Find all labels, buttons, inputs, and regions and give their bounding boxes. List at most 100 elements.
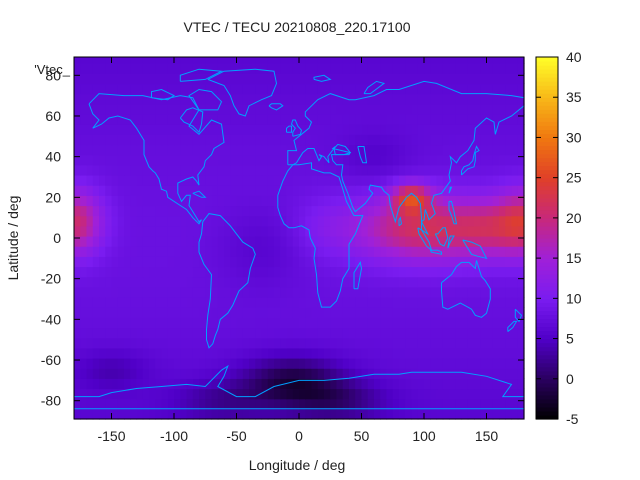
heatmap-cell [442,103,450,115]
heatmap-cell [286,144,294,156]
heatmap-cell [186,317,194,329]
heatmap-cell [349,378,356,390]
heatmap-cell [461,57,469,64]
heatmap-cell [255,103,263,115]
heatmap-cell [249,154,256,166]
heatmap-cell [205,195,213,207]
heatmap-cell [130,144,138,156]
heatmap-cell [392,276,400,288]
heatmap-cell [455,63,463,74]
heatmap-cell [211,408,219,420]
heatmap-cell [392,398,400,410]
heatmap-cell [330,144,338,156]
heatmap-cell [224,378,231,390]
heatmap-cell [167,378,175,390]
heatmap-cell [199,174,206,186]
heatmap-cell [486,388,494,400]
heatmap-cell [411,134,419,146]
heatmap-cell [230,124,238,135]
heatmap-cell [174,124,181,135]
heatmap-cell [399,256,406,268]
heatmap-cell [424,378,431,390]
colorbar-segment [536,298,558,303]
heatmap-cell [92,93,100,105]
heatmap-cell [267,347,275,359]
heatmap-cell [286,286,294,298]
heatmap-cell [174,103,181,115]
heatmap-cell [299,144,306,156]
heatmap-cell [336,83,344,95]
heatmap-cell [205,256,213,268]
heatmap-cell [192,347,200,359]
heatmap-cell [336,124,344,135]
heatmap-cell [474,296,481,308]
heatmap-cell [461,398,469,410]
heatmap-cell [155,276,163,288]
heatmap-cell [461,296,469,308]
heatmap-cell [105,256,113,268]
heatmap-cell [161,57,169,64]
heatmap-cell [149,327,156,339]
heatmap-cell [249,195,256,207]
heatmap-cell [317,205,325,217]
colorbar-segment [536,270,558,275]
heatmap-cell [442,286,450,298]
colorbar-segment [536,370,558,376]
heatmap-cell [449,266,456,278]
heatmap-cell [74,83,81,95]
heatmap-cell [149,378,156,390]
heatmap-cell [286,327,294,339]
colorbar-tick-label: 40 [566,49,582,65]
heatmap-cell [217,408,225,420]
heatmap-cell [517,286,525,298]
heatmap-cell [355,164,363,176]
heatmap-cell [299,296,306,308]
heatmap-cell [192,225,200,237]
heatmap-cell [324,195,331,207]
colorbar-segment [536,129,558,135]
heatmap-cell [380,276,388,288]
heatmap-cell [311,225,319,237]
heatmap-cell [361,388,369,400]
heatmap-cell [174,134,181,146]
heatmap-cell [80,266,88,278]
heatmap-cell [355,286,363,298]
heatmap-cell [449,225,456,237]
heatmap-cell [105,408,113,420]
coastline-sulawesi [447,235,455,249]
heatmap-cell [249,307,256,318]
heatmap-cell [224,296,231,308]
y-tick-label: -60 [41,352,61,368]
heatmap-cell [199,83,206,95]
heatmap-cell [130,235,138,247]
heatmap-cell [286,307,294,318]
heatmap-cell [361,246,369,257]
heatmap-cell [317,368,325,379]
heatmap-cell [149,235,156,247]
heatmap-cell [386,307,394,318]
heatmap-cell [249,57,256,64]
heatmap-cell [467,154,475,166]
heatmap-cell [80,164,88,176]
y-tick-label: 0 [53,230,61,246]
heatmap-cell [174,93,181,105]
heatmap-cell [117,337,125,349]
heatmap-cell [174,225,181,237]
heatmap-cell [105,63,113,74]
heatmap-cell [442,83,450,95]
colorbar-segment [536,177,558,183]
heatmap-cell [149,256,156,268]
heatmap-cell [374,327,381,339]
heatmap-cell [211,327,219,339]
heatmap-cell [324,286,331,298]
heatmap-cell [286,317,294,329]
y-tick-label: -20 [41,271,61,287]
heatmap-cell [499,225,506,237]
heatmap-cell [399,185,406,196]
heatmap-cell [361,357,369,369]
heatmap-cell [517,185,525,196]
heatmap-cell [311,327,319,339]
heatmap-cell [317,154,325,166]
heatmap-cell [224,347,231,359]
heatmap-cell [461,317,469,329]
